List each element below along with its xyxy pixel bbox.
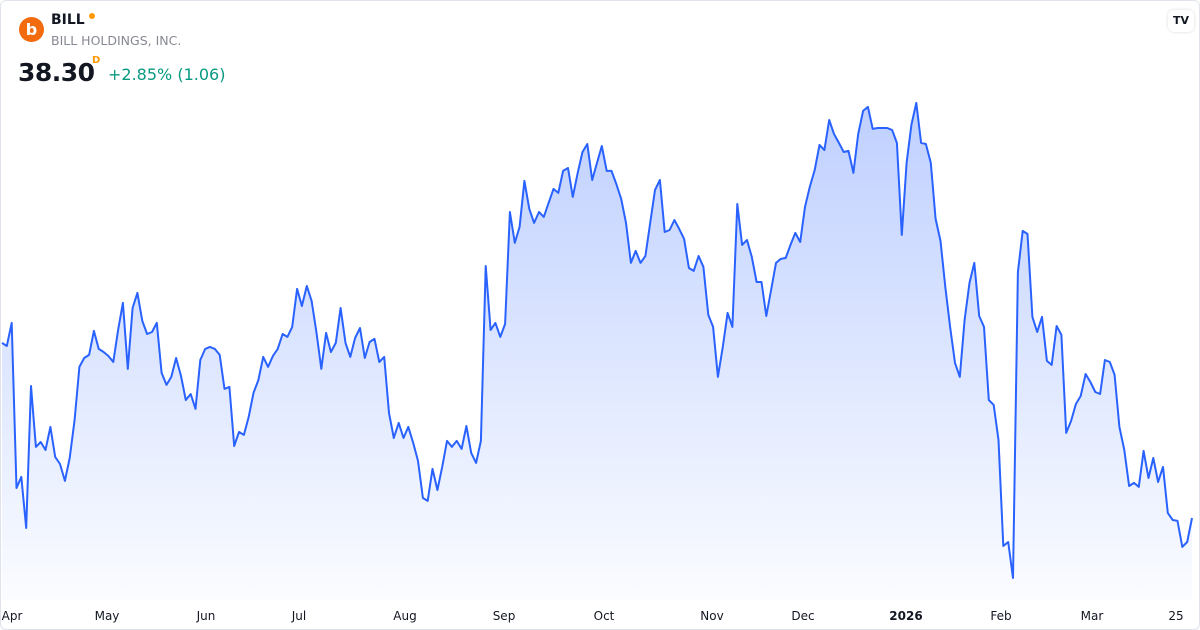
price-line — [1, 101, 1193, 579]
last-price: 38.30 — [18, 58, 95, 87]
interval-flag: D — [92, 55, 101, 66]
x-tick-label: Feb — [990, 609, 1012, 623]
x-tick-label: Dec — [791, 609, 815, 623]
company-name: BILL HOLDINGS, INC. — [51, 33, 182, 48]
x-tick-label: Oct — [593, 609, 615, 623]
x-tick-label: 2026 — [889, 609, 923, 623]
x-tick-label: Sep — [492, 609, 516, 623]
symbol-title[interactable]: BILL — [51, 12, 95, 28]
market-status-dot-icon — [88, 13, 95, 19]
price-area-fill — [2, 102, 1192, 601]
x-tick-label: Jun — [196, 609, 216, 623]
x-tick-label: 25 — [1168, 609, 1184, 623]
price-change: +2.85% (1.06) — [108, 65, 226, 84]
x-tick-label: Aug — [393, 609, 417, 623]
x-tick-label: Jul — [291, 609, 307, 623]
x-tick-label: Apr — [1, 609, 23, 623]
x-tick-label: May — [94, 609, 120, 623]
watermark-text: TV — [1172, 14, 1190, 27]
symbol-label: BILL — [51, 12, 85, 28]
tradingview-logo-icon[interactable]: TV — [1168, 10, 1194, 32]
x-tick-label: Mar — [1080, 609, 1104, 623]
company-logo: b — [19, 17, 44, 42]
x-tick-label: Nov — [700, 609, 724, 623]
